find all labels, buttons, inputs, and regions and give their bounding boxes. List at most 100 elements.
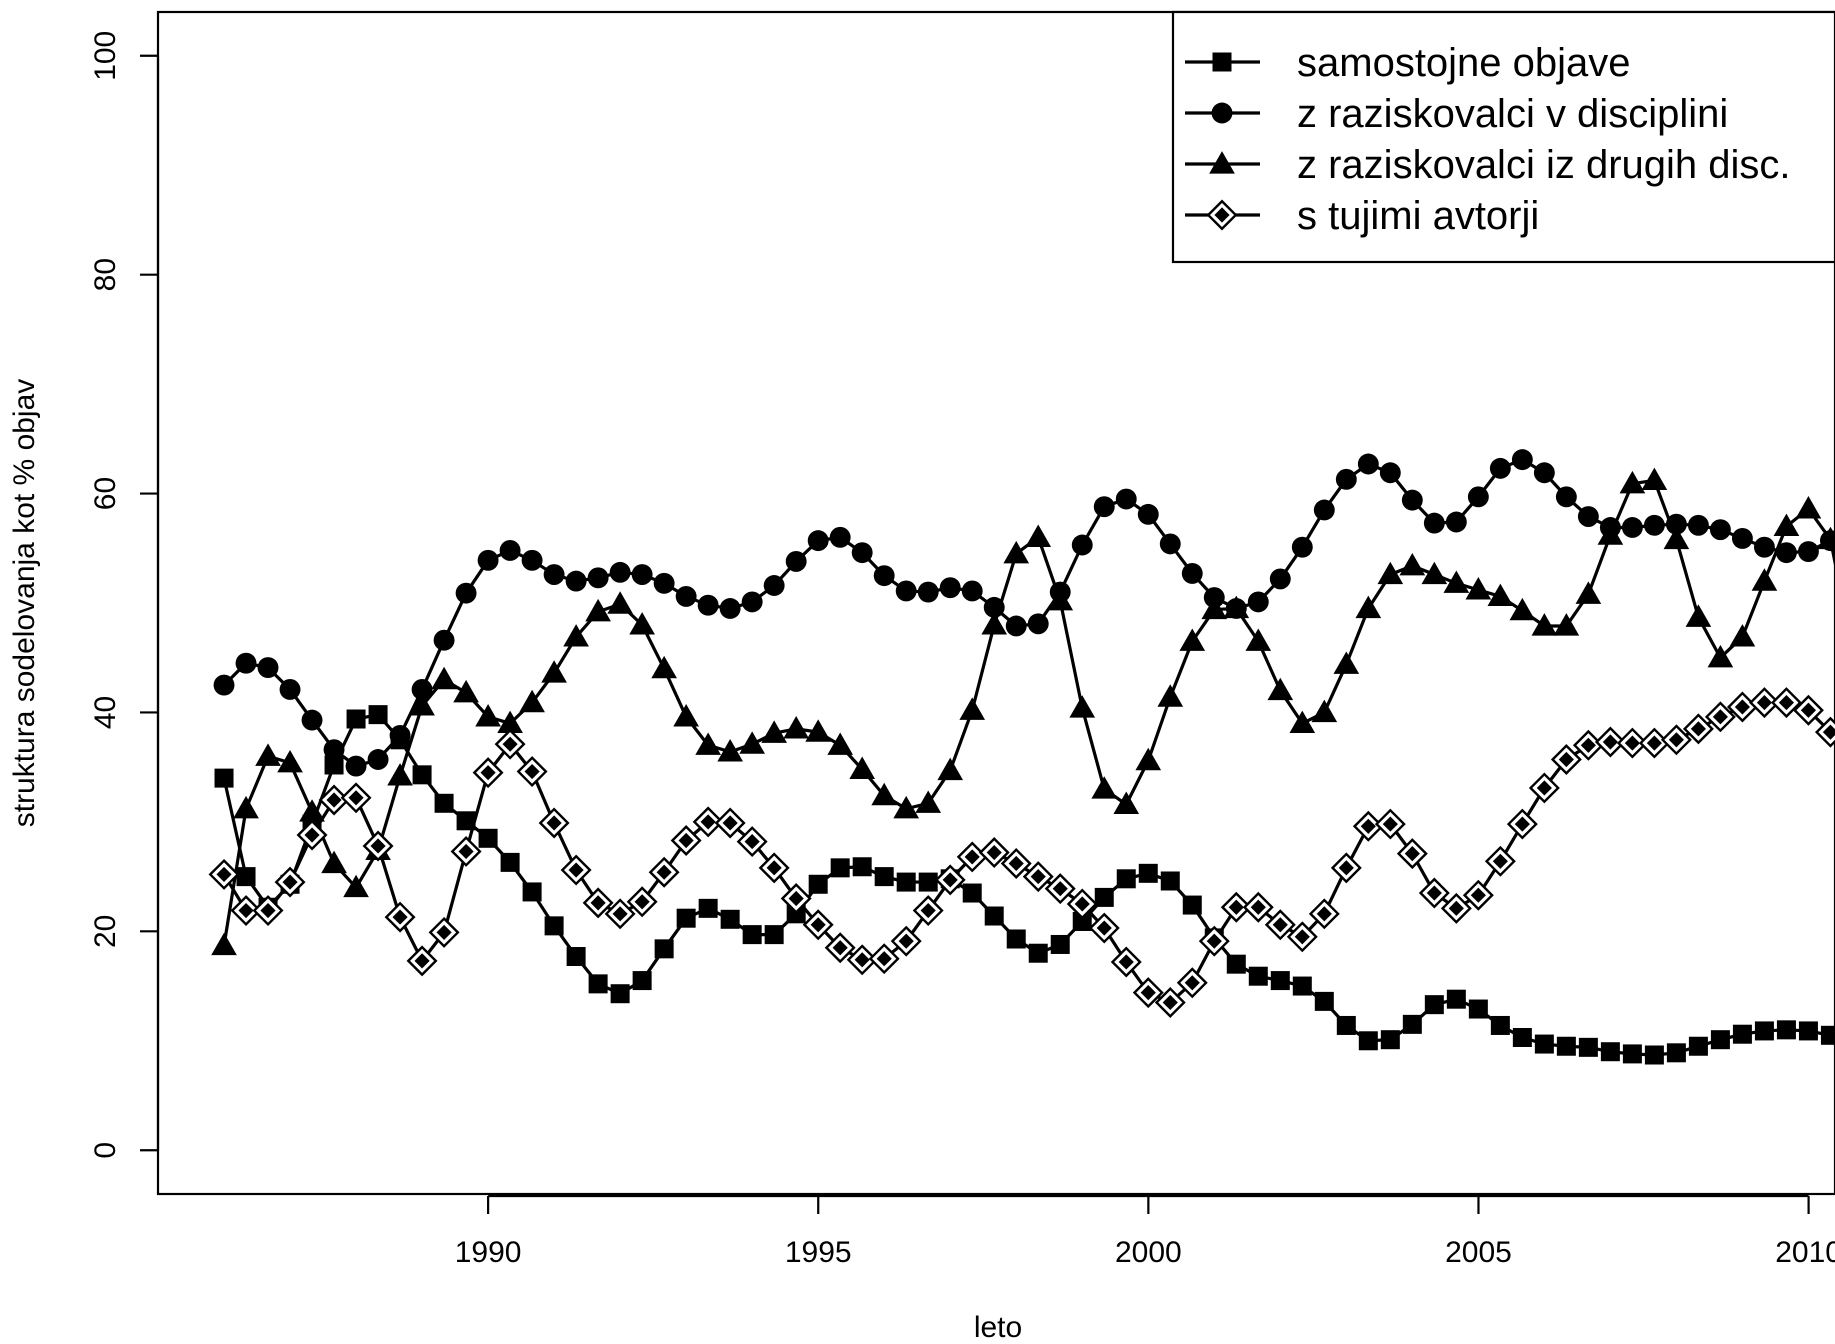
data-point-circle [763,575,785,596]
data-point-diamond [1506,808,1538,840]
data-point-triangle [1399,552,1426,576]
data-point-square [720,909,740,929]
data-point-triangle [1047,587,1074,611]
data-point-circle [1115,488,1137,510]
data-point-diamond [1396,838,1428,870]
data-point-diamond [296,819,328,851]
data-point-diamond [1440,892,1472,924]
data-point-triangle [1729,624,1756,647]
data-point-diamond [780,883,812,914]
data-point-diamond [714,807,746,839]
data-point-triangle [1091,776,1118,799]
data-point-diamond [912,895,944,927]
data-point-diamond [1572,729,1604,761]
data-point-diamond [1330,852,1362,884]
data-point-square [522,882,542,902]
data-point-triangle [981,612,1008,635]
legend-box [1171,10,1835,264]
data-point-diamond [1528,772,1560,804]
data-point-circle [1401,489,1423,511]
data-point-triangle [497,710,523,734]
data-point-square [324,755,344,775]
data-point-circle [829,526,851,548]
data-point-square [1116,869,1136,889]
y-tick-label: 0 [89,1142,122,1159]
data-point-triangle [739,731,765,754]
data-point-square [808,874,828,894]
data-point-circle [1709,519,1731,541]
data-point-diamond [1308,898,1340,930]
data-point-circle [1511,449,1533,471]
data-point-square [1094,887,1114,907]
data-point-circle [1423,512,1445,534]
data-point-circle [235,652,257,674]
data-point-triangle [541,660,567,683]
data-point-square [1446,989,1466,1009]
data-point-square [1600,1042,1620,1062]
data-point-square [1556,1036,1576,1056]
data-point-square [434,793,454,813]
data-point-circle [719,598,741,619]
data-point-diamond [516,756,548,788]
data-point-square [1006,929,1026,949]
x-tick-label: 2010 [1775,1236,1835,1269]
data-point-triangle [1685,604,1712,627]
data-point-diamond [1792,694,1824,726]
data-point-circle [1797,541,1819,563]
data-point-diamond [1110,946,1142,978]
legend-marker-circle [1211,102,1233,124]
data-point-triangle [1817,526,1835,550]
data-point-triangle [695,732,721,755]
legend-label: z raziskovalci iz drugih disc. [1297,143,1791,187]
data-point-diamond [736,826,768,858]
data-point-diamond [758,852,790,884]
series-diamond [208,687,1835,1018]
data-point-diamond [802,909,834,941]
data-point-square [1512,1027,1532,1047]
data-point-diamond [1242,891,1274,923]
data-point-triangle [761,720,787,743]
data-point-square [984,906,1004,926]
data-point-square [830,858,850,878]
data-point-square [544,916,564,936]
data-point-square [764,925,784,945]
data-point-circle [961,580,983,602]
data-point-diamond [604,898,636,930]
data-point-diamond [1594,726,1626,758]
data-point-diamond [384,901,416,933]
data-point-circle [543,564,565,585]
data-point-diamond [692,806,724,838]
data-point-triangle [1707,644,1734,668]
data-point-square [456,811,476,831]
data-point-diamond [340,782,372,814]
data-point-circle [1775,542,1797,564]
data-point-triangle [431,666,457,690]
data-point-circle [1159,533,1181,555]
data-point-diamond [1286,921,1318,953]
data-point-diamond [538,807,570,839]
data-point-diamond [1418,877,1450,909]
data-point-circle [1247,591,1269,613]
data-point-triangle [1553,613,1580,636]
data-point-triangle [1377,561,1404,585]
data-point-diamond [1000,848,1032,879]
data-point-square [610,984,630,1004]
data-point-square [1028,943,1048,963]
data-point-square [1798,1021,1818,1041]
data-point-diamond [1704,701,1736,733]
data-point-triangle [585,598,611,622]
data-point-circle [785,550,807,572]
data-point-square [676,908,696,928]
data-point-triangle [1003,540,1030,564]
data-point-circle [433,629,455,651]
data-point-triangle [343,874,369,898]
data-point-triangle [827,732,854,755]
data-point-triangle [1157,684,1184,707]
data-point-triangle [1421,561,1448,585]
data-point-square [412,765,432,785]
data-point-triangle [1751,568,1778,591]
data-point-diamond [274,866,306,898]
data-point-circle [1731,527,1753,549]
data-point-diamond [560,854,592,886]
